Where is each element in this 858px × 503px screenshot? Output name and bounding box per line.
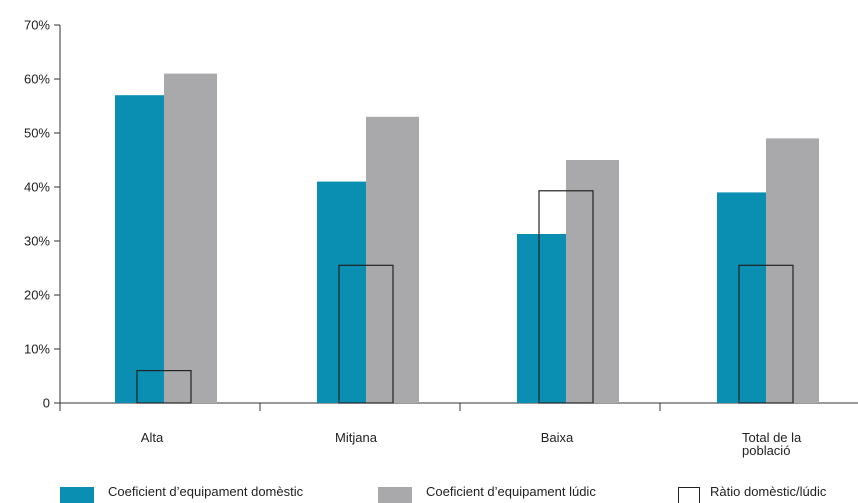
bars (115, 73, 819, 404)
bar-ludic (164, 73, 217, 403)
bar-ratio-outline (136, 370, 192, 404)
y-tick-label: 70% (24, 18, 50, 33)
bar-domestic (317, 181, 366, 403)
bar-ratio-outline (738, 264, 794, 404)
y-tick-label: 60% (24, 72, 50, 87)
bar-domestic (517, 233, 566, 403)
legend-label: Ràtio domèstic/lúdic (710, 484, 827, 499)
legend-swatch (678, 487, 700, 503)
category-label: població (742, 443, 790, 458)
y-tick-label: 50% (24, 126, 50, 141)
y-tick-label: 20% (24, 288, 50, 303)
y-tick-label: 30% (24, 234, 50, 249)
legend-swatch (60, 487, 94, 503)
y-tick-label: 10% (24, 342, 50, 357)
category-label: Baixa (541, 430, 574, 445)
legend-label: Coeficient d’equipament domèstic (108, 484, 304, 499)
legend-label: Coeficient d’equipament lúdic (426, 484, 596, 499)
category-label: Mitjana (335, 430, 378, 445)
category-label: Total de la (742, 430, 802, 445)
y-tick-label: 40% (24, 180, 50, 195)
bar-ratio-outline (338, 264, 394, 404)
legend: Coeficient d’equipament domèstic Coeficie… (60, 484, 827, 503)
y-tick-label: 0 (43, 396, 50, 411)
legend-swatch (378, 487, 412, 503)
bar-ratio-outline (538, 190, 594, 404)
bar-domestic (717, 192, 766, 403)
bar-domestic (115, 95, 164, 403)
category-label: Alta (141, 430, 164, 445)
